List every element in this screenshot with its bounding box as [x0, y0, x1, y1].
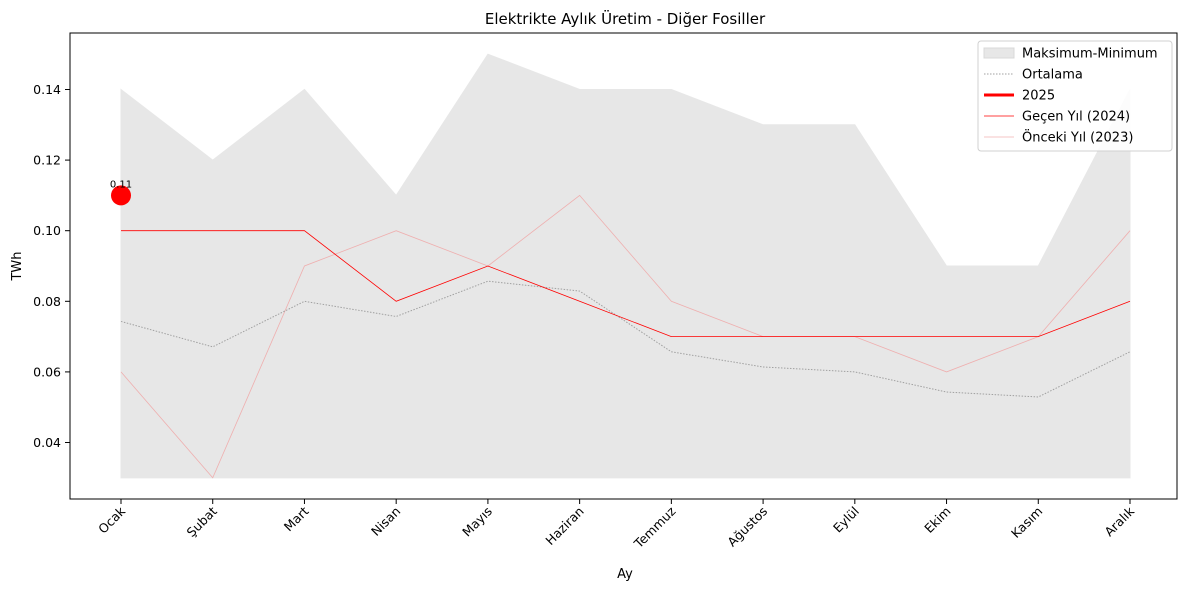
x-tick-label-5: Haziran — [542, 504, 586, 548]
y-tick-label-0: 0.04 — [33, 435, 61, 450]
x-tick-label-6: Temmuz — [630, 503, 678, 551]
legend-box — [977, 40, 1173, 152]
series-line-0 — [120, 280, 1131, 398]
y-tick-label-1: 0.06 — [33, 364, 61, 379]
x-tick-label-11: Aralık — [1101, 503, 1137, 539]
x-tick-label-0: Ocak — [95, 503, 128, 536]
legend-label-4: Önceki Yıl (2023) — [1022, 129, 1133, 146]
legend-swatch-0 — [983, 47, 1015, 59]
legend-label-3: Geçen Yıl (2024) — [1022, 110, 1130, 125]
y-tick-label-3: 0.10 — [33, 223, 61, 238]
x-tick-label-10: Kasım — [1008, 504, 1045, 541]
x-tick-label-2: Mart — [281, 503, 312, 534]
y-axis-label: TWh — [10, 251, 25, 281]
chart-title: Elektrikte Aylık Üretim - Diğer Fosiller — [485, 9, 766, 28]
x-tick-label-7: Ağustos — [724, 504, 770, 550]
x-axis-label: Ay — [617, 567, 633, 582]
y-tick-label-4: 0.12 — [33, 153, 61, 168]
series-line-2 — [121, 230, 1131, 338]
x-tick-label-3: Nisan — [368, 504, 403, 539]
x-tick-label-8: Eylül — [830, 504, 862, 536]
plot-frame — [69, 32, 1178, 500]
x-tick-label-4: Mayıs — [459, 504, 495, 540]
series-line-3 — [120, 194, 1131, 479]
data-label-0: 0.11 — [110, 179, 132, 190]
legend: Maksimum-Minimum Ortalama 2025 Geçen Yıl (2… — [977, 40, 1173, 152]
band-max-min — [120, 53, 1131, 479]
legend-label-0: Maksimum-Minimum — [1022, 47, 1158, 62]
y-tick-label-5: 0.14 — [33, 82, 61, 97]
legend-label-1: Ortalama — [1022, 68, 1083, 83]
point-2025-0 — [111, 185, 131, 206]
x-tick-label-9: Ekim — [921, 504, 953, 536]
y-tick-label-2: 0.08 — [33, 294, 61, 309]
plot-area: 0.11 — [110, 53, 1131, 479]
legend-label-2: 2025 — [1022, 89, 1055, 104]
x-tick-label-1: Şubat — [184, 503, 220, 539]
